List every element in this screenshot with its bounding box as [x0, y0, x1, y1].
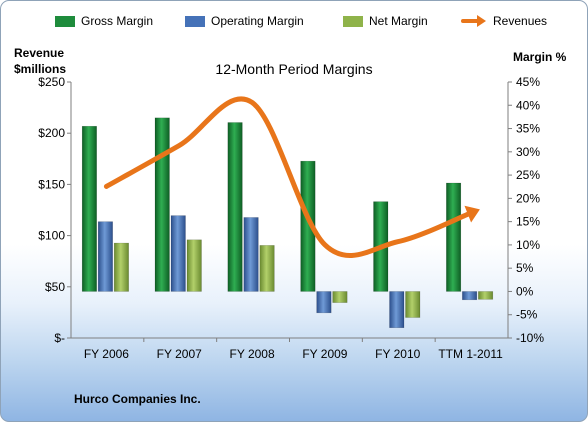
y2-tick-label: 10%	[516, 238, 540, 252]
operating-margin-bar	[170, 215, 186, 292]
x-tick-label: TTM 1-2011	[438, 347, 503, 361]
y-axis-title-line-2: $millions	[14, 62, 67, 76]
y-tick-label: $200	[38, 126, 65, 140]
y2-tick-label: 20%	[516, 191, 540, 205]
gross-margin-bar	[154, 117, 170, 292]
operating-margin-bar	[243, 217, 259, 292]
x-tick-label: FY 2008	[230, 347, 275, 361]
net-margin-bar	[405, 291, 421, 318]
net-margin-bar	[113, 242, 129, 292]
revenues-line	[103, 96, 474, 258]
legend-label-gross-margin: Gross Margin	[81, 14, 154, 28]
y2-tick-label: 45%	[516, 75, 540, 89]
y-tick-label: $50	[45, 280, 65, 294]
y2-tick-label: 30%	[516, 145, 540, 159]
operating-margin-bar	[389, 291, 405, 329]
net-margin-bar	[332, 291, 348, 303]
chart-title: 12-Month Period Margins	[215, 61, 373, 77]
company-name: Hurco Companies Inc.	[74, 392, 201, 406]
y2-tick-label: -5%	[516, 308, 538, 322]
legend-item-net-margin: Net Margin	[343, 11, 428, 31]
revenues-arrowhead	[464, 205, 480, 223]
legend-swatch-operating-margin	[185, 15, 205, 27]
net-margin-bar	[478, 291, 494, 300]
y2-tick-label: 40%	[516, 98, 540, 112]
x-tick-label: FY 2010	[375, 347, 420, 361]
legend: Gross Margin Operating Margin Net Margin…	[1, 11, 587, 31]
y-axis-title: Revenue $millions	[14, 45, 66, 77]
operating-margin-bar	[462, 291, 478, 301]
gross-margin-bar	[227, 122, 243, 292]
y-tick-label: $150	[38, 177, 65, 191]
legend-swatch-revenues	[461, 15, 487, 27]
y-tick-label: $100	[38, 229, 65, 243]
y2-tick-label: 25%	[516, 168, 540, 182]
legend-swatch-gross-margin	[55, 15, 75, 27]
gross-margin-bar	[300, 160, 316, 292]
gross-margin-bar	[446, 182, 462, 292]
operating-margin-bar	[316, 291, 332, 314]
y2-tick-label: 0%	[516, 284, 534, 298]
y2-tick-label: 5%	[516, 261, 534, 275]
y2-axis-title: Margin %	[513, 50, 567, 64]
net-margin-bar	[186, 239, 202, 292]
y2-tick-label: 15%	[516, 215, 540, 229]
x-tick-label: FY 2009	[302, 347, 347, 361]
x-tick-label: FY 2006	[84, 347, 129, 361]
y-tick-label: $250	[38, 75, 65, 89]
legend-label-net-margin: Net Margin	[369, 14, 428, 28]
gross-margin-bar	[81, 125, 97, 292]
legend-swatch-net-margin	[343, 15, 363, 27]
legend-label-revenues: Revenues	[493, 14, 548, 28]
y2-tick-label: -10%	[516, 331, 544, 345]
y2-tick-label: 35%	[516, 122, 540, 136]
legend-label-operating-margin: Operating Margin	[211, 14, 304, 28]
legend-item-gross-margin: Gross Margin	[55, 11, 153, 31]
legend-item-revenues: Revenues	[461, 11, 547, 31]
y-axis-title-line-1: Revenue	[14, 46, 65, 60]
y-tick-label: $-	[54, 331, 65, 345]
net-margin-bar	[259, 245, 275, 292]
legend-item-operating-margin: Operating Margin	[185, 11, 304, 31]
x-tick-label: FY 2007	[157, 347, 202, 361]
operating-margin-bar	[97, 221, 113, 292]
